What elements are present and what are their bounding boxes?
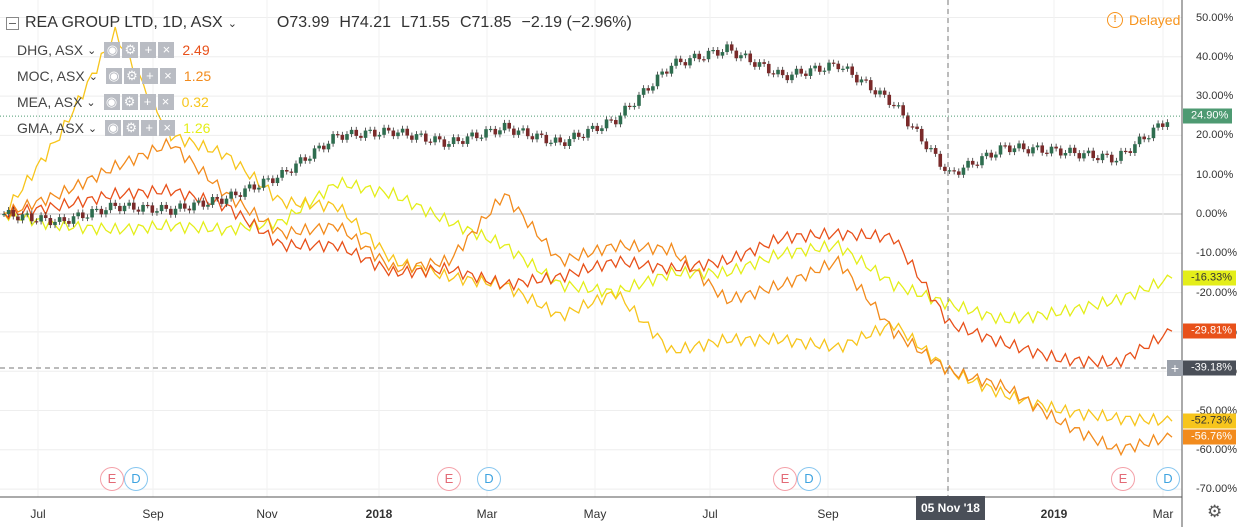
gear-icon[interactable]: ⚙ (121, 94, 138, 110)
legend-value: 1.26 (183, 120, 211, 136)
price-tag: -56.76% (1183, 429, 1236, 445)
legend-buttons: ◉ ⚙ + × (105, 120, 177, 136)
legend-symbol[interactable]: GMA, ASX (17, 120, 84, 136)
plus-icon[interactable]: + (141, 68, 158, 84)
legend-buttons: ◉ ⚙ + × (103, 94, 176, 110)
x-tick-label: May (583, 507, 607, 521)
legend-item[interactable]: GMA, ASX ⌄ ◉ ⚙ + × 1.26 (17, 118, 210, 138)
x-tick-label: Sep (817, 507, 839, 521)
chevron-down-icon[interactable]: ⌄ (87, 122, 98, 135)
y-tick-label: -20.00% (1196, 286, 1237, 299)
x-tick-label: 2019 (1040, 507, 1068, 521)
legend-symbol[interactable]: MEA, ASX (17, 94, 83, 110)
y-tick-label: -60.00% (1196, 443, 1237, 456)
gear-icon[interactable]: ⚙ (123, 68, 140, 84)
chevron-down-icon[interactable]: ⌄ (227, 17, 237, 30)
y-tick-label: 40.00% (1196, 50, 1234, 63)
series-line-moc (3, 137, 1173, 457)
plus-icon[interactable]: + (140, 42, 157, 58)
close-icon[interactable]: × (159, 120, 176, 136)
legend-value: 1.25 (183, 68, 212, 84)
eye-icon[interactable]: ◉ (105, 120, 122, 136)
legend-symbol[interactable]: DHG, ASX (17, 42, 84, 58)
gear-icon[interactable]: ⚙ (122, 42, 139, 58)
legend-item[interactable]: MEA, ASX ⌄ ◉ ⚙ + × 0.32 (17, 92, 209, 112)
crosshair-date-label: 05 Nov '18 (916, 496, 985, 520)
symbol-header: REA GROUP LTD, 1D, ASX ⌄ O73.99 H74.21 L… (6, 12, 632, 34)
chevron-down-icon[interactable]: ⌄ (88, 70, 98, 83)
dividend-marker[interactable]: D (797, 467, 821, 491)
y-tick-label: 10.00% (1196, 168, 1234, 181)
change-value: −2.19 (−2.96%) (521, 14, 632, 31)
delayed-indicator[interactable]: ! Delayed (1107, 12, 1180, 28)
eye-icon[interactable]: ◉ (105, 68, 122, 84)
legend-value: 2.49 (182, 42, 210, 58)
legend-value: 0.32 (181, 94, 209, 110)
earnings-marker[interactable]: E (773, 467, 797, 491)
close-value: C71.85 (459, 14, 512, 31)
close-icon[interactable]: × (157, 94, 174, 110)
series-line-mea (3, 26, 1173, 427)
dividend-marker[interactable]: D (477, 467, 501, 491)
price-tag: -39.18% (1183, 360, 1236, 376)
x-tick-label: 2018 (365, 507, 393, 521)
legend-symbol[interactable]: MOC, ASX (17, 68, 85, 84)
eye-icon[interactable]: ◉ (104, 42, 121, 58)
low-value: L71.55 (401, 14, 450, 31)
y-tick-label: -50.00% (1196, 404, 1237, 417)
eye-icon[interactable]: ◉ (103, 94, 120, 110)
x-tick-label: Jul (702, 507, 718, 521)
legend-item[interactable]: DHG, ASX ⌄ ◉ ⚙ + × 2.49 (17, 40, 210, 60)
x-tick-label: Sep (142, 507, 164, 521)
series-line-dhg (3, 183, 1173, 369)
legend-buttons: ◉ ⚙ + × (104, 42, 176, 58)
earnings-marker[interactable]: E (1111, 467, 1135, 491)
gear-icon[interactable]: ⚙ (1207, 502, 1223, 521)
y-tick-label: -70.00% (1196, 483, 1237, 496)
earnings-marker[interactable]: E (100, 467, 124, 491)
x-tick-label: Nov (256, 507, 278, 521)
legend-buttons: ◉ ⚙ + × (105, 68, 178, 84)
y-tick-label: 20.00% (1196, 129, 1234, 142)
y-tick-label: 30.00% (1196, 90, 1234, 103)
y-tick-label: 50.00% (1196, 11, 1234, 24)
series-candles-rea (2, 41, 1170, 229)
plus-icon[interactable]: + (139, 94, 156, 110)
price-tag: -29.81% (1183, 323, 1236, 339)
chevron-down-icon[interactable]: ⌄ (87, 44, 97, 57)
close-icon[interactable]: × (158, 42, 175, 58)
delayed-label: Delayed (1129, 12, 1181, 28)
dividend-marker[interactable]: D (124, 467, 148, 491)
ohlc-values: O73.99 H74.21 L71.55 C71.85 −2.19 (−2.96… (277, 14, 632, 32)
add-icon[interactable]: + (1167, 360, 1183, 376)
earnings-marker[interactable]: E (437, 467, 461, 491)
symbol-name[interactable]: REA GROUP LTD, 1D, ASX (25, 14, 223, 31)
close-icon[interactable]: × (159, 68, 176, 84)
plus-icon[interactable]: + (141, 120, 158, 136)
y-tick-label: -10.00% (1196, 247, 1237, 260)
x-tick-label: Jul (30, 507, 46, 521)
price-tag: 24.90% (1183, 108, 1233, 124)
collapse-icon[interactable] (6, 16, 19, 30)
price-tag: -16.33% (1183, 270, 1236, 286)
open-value: O73.99 (276, 14, 330, 31)
chevron-down-icon[interactable]: ⌄ (86, 96, 96, 109)
gear-icon[interactable]: ⚙ (123, 120, 140, 136)
x-tick-label: Mar (476, 507, 498, 521)
high-value: H74.21 (339, 14, 391, 31)
x-tick-label: Mar (1152, 507, 1174, 521)
legend-item[interactable]: MOC, ASX ⌄ ◉ ⚙ + × 1.25 (17, 66, 211, 86)
dividend-marker[interactable]: D (1156, 467, 1180, 491)
price-tag: -52.73% (1183, 413, 1236, 429)
series-line-gma (3, 176, 1173, 325)
y-tick-label: 0.00% (1196, 208, 1228, 220)
clock-icon: ! (1107, 12, 1123, 28)
